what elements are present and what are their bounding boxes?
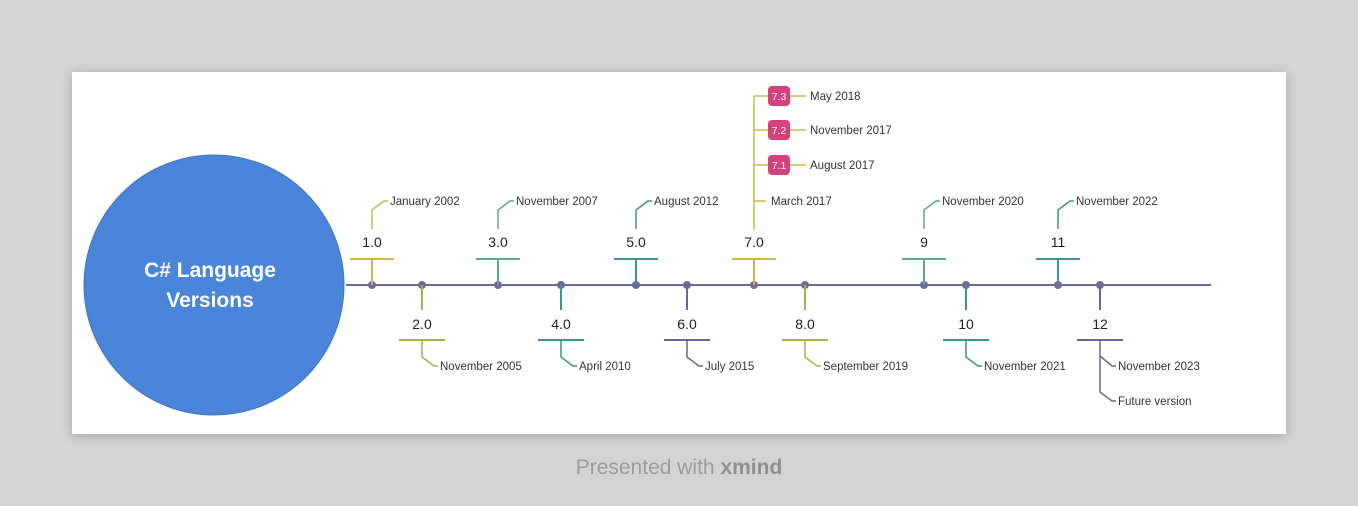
version-date-7-0: March 2017 [771,196,832,208]
version-label-6-0: 6.0 [677,316,697,332]
version-date-2-0: November 2005 [440,361,522,373]
minor-date-7-2: November 2017 [810,125,892,137]
version-label-8-0: 8.0 [795,316,815,332]
minor-badge-label-7-3: 7.3 [772,91,787,103]
version-label-11: 11 [1051,234,1066,250]
version-label-3-0: 3.0 [488,234,508,250]
version-label-12: 12 [1092,316,1108,332]
version-date-9: November 2020 [942,196,1024,208]
version-date-11: November 2022 [1076,196,1158,208]
footer-prefix: Presented with [575,456,721,479]
date-connector-9 [923,200,940,229]
minor-badge-label-7-2: 7.2 [772,125,787,137]
version-note-12: Future version [1118,396,1192,408]
version-date-4-0: April 2010 [579,361,631,373]
minor-badge-7-2 [768,120,790,140]
minor-badge-7-3 [768,86,790,106]
date-connector-6-0 [686,341,703,367]
date-connector-4-0 [560,341,577,367]
version-date-10: November 2021 [984,361,1066,373]
date-connector-10 [965,341,982,367]
date-connector-1-0 [371,200,388,229]
version-label-4-0: 4.0 [551,316,571,332]
date-connector-5-0 [635,200,652,229]
date-connector-8-0 [804,341,821,367]
extra-connector-12 [1099,341,1116,402]
version-label-10: 10 [958,316,974,332]
version-label-7-0: 7.0 [744,234,764,250]
minor-date-7-1: August 2017 [810,160,875,172]
central-topic-line: C# Language [144,259,276,282]
version-label-5-0: 5.0 [626,234,646,250]
version-date-12: November 2023 [1118,361,1200,373]
date-connector-3-0 [497,200,514,229]
minor-date-7-3: May 2018 [810,91,861,103]
version-label-9: 9 [920,234,928,250]
central-topic-circle [83,154,345,416]
minor-badge-label-7-1: 7.1 [772,160,787,172]
central-topic-title: C# Language Versions [144,259,276,312]
minor-badge-7-1 [768,155,790,175]
date-connector-12 [1099,355,1116,367]
central-topic-line: Versions [166,289,254,312]
version-date-6-0: July 2015 [705,361,754,373]
version-date-8-0: September 2019 [823,361,908,373]
date-connector-2-0 [421,341,438,367]
footer-credit: Presented with xmind [0,456,1358,480]
version-date-3-0: November 2007 [516,196,598,208]
version-date-1-0: January 2002 [390,196,460,208]
version-label-2-0: 2.0 [412,316,432,332]
date-connector-11 [1057,200,1074,229]
version-date-5-0: August 2012 [654,196,719,208]
footer-brand: xmind [720,456,783,479]
version-label-1-0: 1.0 [362,234,382,250]
